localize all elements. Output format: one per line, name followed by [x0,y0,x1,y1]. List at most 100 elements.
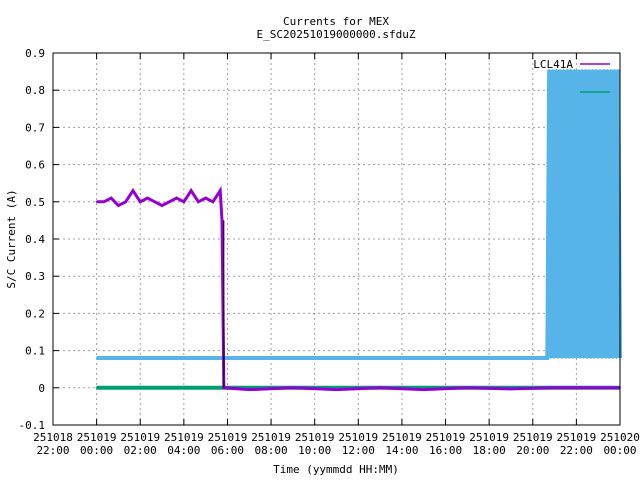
y-tick-label: 0.5 [25,196,45,209]
data-point [577,68,580,71]
series-group [95,68,622,392]
y-axis-label: S/C Current (A) [5,189,18,288]
data-point [597,387,599,389]
data-point [110,197,112,199]
data-point [124,201,127,203]
y-tick-label: 0.4 [25,233,45,246]
grid [52,52,621,426]
data-point [611,357,614,359]
x-tick-time: 06:00 [211,444,244,457]
data-point [161,204,163,207]
x-tick-time: 22:00 [560,444,593,457]
data-point [584,68,587,71]
data-point [292,387,294,389]
data-point [568,357,570,359]
y-tick-label: 0.1 [25,345,45,358]
data-point [546,357,549,359]
data-point [335,388,338,391]
data-point [602,68,605,71]
y-tick-label: 0.6 [25,159,45,172]
data-point [197,201,200,203]
data-point [221,219,223,222]
x-tick-time: 14:00 [385,444,418,457]
x-tick-time: 16:00 [429,444,462,457]
data-point [132,189,134,192]
data-point [139,201,142,203]
x-tick-date: 251019 [164,431,204,444]
x-tick-time: 18:00 [473,444,506,457]
data-point [95,201,98,203]
data-point [95,357,98,359]
data-point [586,357,589,359]
data-point [573,68,576,71]
data-point [615,357,618,359]
data-point [557,357,560,359]
x-tick-date: 251019 [469,431,509,444]
data-point [564,357,567,359]
data-point [571,357,574,359]
data-point [606,68,609,71]
data-point [212,201,214,203]
data-point [219,189,221,192]
x-tick-date: 251019 [426,431,466,444]
data-point [561,357,563,359]
data-point [566,68,569,71]
data-point [190,189,192,192]
data-point [562,68,565,71]
data-point [581,68,583,71]
data-point [183,201,185,203]
x-tick-date: 251019 [208,431,248,444]
data-point [591,68,594,71]
x-tick-date: 251018 [33,431,73,444]
data-point [590,357,592,359]
data-point [168,201,171,203]
data-point [550,357,552,359]
data-point [593,357,596,359]
x-tick-date: 251019 [77,431,117,444]
x-tick-time: 00:00 [80,444,113,457]
data-point [617,68,619,71]
y-tick-label: 0.2 [25,307,45,320]
y-tick-label: 0 [38,382,45,395]
data-point [103,201,105,203]
x-tick-time: 20:00 [516,444,549,457]
x-tick-date: 251019 [120,431,160,444]
data-point [599,68,601,71]
plot-border [52,52,621,426]
y-tick-label: 0.3 [25,270,45,283]
y-tick-label: -0.1 [19,419,46,432]
data-point [610,68,612,71]
legend: LCL41A [533,58,610,93]
data-point [548,68,550,71]
data-point [466,387,469,389]
data-point [575,357,578,359]
x-tick-date: 251019 [513,431,553,444]
ticks: -0.100.10.20.30.40.50.60.70.80.925101822… [19,47,640,457]
data-point [608,357,610,359]
data-point [553,357,556,359]
series-line [96,69,622,361]
x-tick-date: 251019 [557,431,597,444]
x-tick-time: 22:00 [36,444,69,457]
x-tick-date: 251019 [251,431,291,444]
x-tick-time: 10:00 [298,444,331,457]
y-tick-label: 0.7 [25,121,45,134]
data-point [153,201,156,203]
y-tick-label: 0.9 [25,47,45,60]
x-tick-date: 251019 [382,431,422,444]
data-point [555,68,558,71]
series-line [96,186,620,392]
data-point [379,387,381,389]
data-point [248,388,251,391]
x-tick-time: 08:00 [255,444,288,457]
chart-subtitle: E_SC20251019000000.sfduZ [257,28,416,41]
data-point [204,197,207,199]
data-point [613,68,616,71]
data-point [553,387,556,389]
y-tick-label: 0.8 [25,84,45,97]
x-axis-label: Time (yymmdd HH:MM) [273,463,399,476]
data-point [559,68,561,71]
data-point [579,357,581,359]
